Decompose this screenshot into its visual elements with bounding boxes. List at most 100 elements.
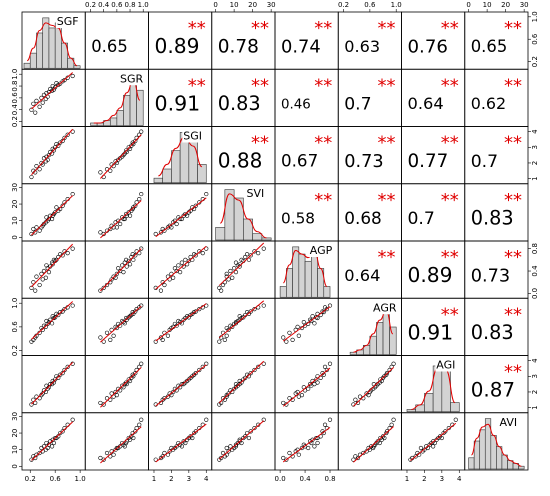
panel <box>337 412 402 471</box>
significance-stars: ** <box>441 133 459 154</box>
scatter-point <box>130 252 135 257</box>
scatter-point <box>422 447 427 452</box>
scatter-point <box>133 309 138 314</box>
scatter-point <box>31 101 36 106</box>
scatter-point <box>50 314 55 319</box>
scatter-point <box>183 257 188 262</box>
density-line <box>26 22 78 67</box>
significance-stars: ** <box>188 18 206 39</box>
scatter-point <box>224 271 229 276</box>
scatter-point <box>314 315 319 320</box>
correlation-value: 0.87 <box>471 378 515 401</box>
scatter-point <box>312 321 317 326</box>
y-tick-label: 0 <box>11 464 19 468</box>
panel <box>84 183 149 242</box>
scatter-point <box>432 440 437 446</box>
scatter-point <box>193 203 198 208</box>
scatter-point <box>160 337 165 342</box>
variable-label-box <box>435 358 457 372</box>
scatter-point <box>183 440 188 446</box>
scatter-point <box>40 277 45 282</box>
histogram-bar <box>136 89 144 126</box>
scatter-point <box>256 364 261 369</box>
x-tick-label: 2 <box>422 475 426 483</box>
y-tick-label: 20 <box>11 429 19 438</box>
scatter-point <box>310 437 315 442</box>
significance-stars: ** <box>504 133 522 154</box>
scatter-point <box>153 339 158 344</box>
scatter-point <box>261 361 266 366</box>
scatter-point <box>131 435 136 441</box>
scatter-point <box>116 266 121 271</box>
scatter-point <box>357 394 363 399</box>
scatter-point <box>327 303 333 308</box>
scatter-point <box>230 275 235 280</box>
fit-line <box>31 72 73 110</box>
histogram-bar <box>252 233 263 241</box>
scatter-point <box>217 285 222 290</box>
scatter-point <box>312 444 317 449</box>
scatter-point <box>50 83 55 89</box>
scatter-point <box>53 435 58 441</box>
fit-line <box>218 420 265 460</box>
scatter-point <box>65 75 70 80</box>
histogram-bar <box>116 110 124 126</box>
panel <box>84 412 149 471</box>
histogram-bar <box>54 22 62 69</box>
scatter-point <box>193 429 198 434</box>
y-tick-label: 10 <box>11 445 19 454</box>
scatter-point <box>104 396 110 401</box>
scatter-point <box>116 445 121 451</box>
scatter-point <box>70 303 75 308</box>
scatter-point <box>172 321 177 327</box>
scatter-point <box>116 218 121 223</box>
histogram-bar <box>215 227 226 241</box>
y-tick-label: 3 <box>531 145 539 149</box>
scatter-point <box>41 388 47 393</box>
y-tick-label: 0 <box>11 235 19 239</box>
scatter-point <box>133 253 138 258</box>
scatter-point <box>101 402 106 407</box>
scatter-point <box>169 225 174 230</box>
x-tick-label: 30 <box>267 1 276 9</box>
variable-label-box <box>55 15 80 28</box>
scatter-point <box>193 253 198 258</box>
scatter-point <box>101 339 106 344</box>
scatter-point <box>37 450 42 456</box>
scatter-point <box>29 231 34 237</box>
x-tick-label: 0.6 <box>364 1 376 9</box>
fit-line <box>100 248 142 292</box>
scatter-point <box>53 315 58 320</box>
scatter-point <box>34 225 39 230</box>
variable-label: AGR <box>373 301 397 314</box>
scatter-point <box>70 73 75 79</box>
significance-stars: ** <box>251 133 269 154</box>
variable-label: AVI <box>500 416 518 429</box>
histogram-bar <box>153 177 163 184</box>
scatter-point <box>413 454 418 459</box>
scatter-point <box>179 382 184 387</box>
scatter-point <box>160 454 165 459</box>
scatter-point <box>31 226 36 232</box>
scatter-point <box>193 371 198 376</box>
scatter-point <box>109 277 114 282</box>
scatter-point <box>54 205 59 210</box>
fit-line <box>31 301 73 340</box>
scatter-point <box>246 435 252 441</box>
correlation-value: 0.76 <box>408 36 448 57</box>
panel <box>21 68 86 127</box>
histogram-bar <box>279 286 287 298</box>
scatter-point <box>60 253 65 258</box>
scatter-point <box>219 288 224 293</box>
scatter-point <box>123 380 129 385</box>
histogram-bar <box>304 260 312 298</box>
scatter-point <box>127 262 133 267</box>
fit-line <box>282 426 331 463</box>
scatter-point <box>281 400 286 406</box>
fit-line <box>155 303 207 342</box>
scatter-point <box>320 309 325 314</box>
density-line <box>282 249 328 287</box>
histogram-bar <box>323 286 331 298</box>
scatter-point <box>114 271 119 276</box>
